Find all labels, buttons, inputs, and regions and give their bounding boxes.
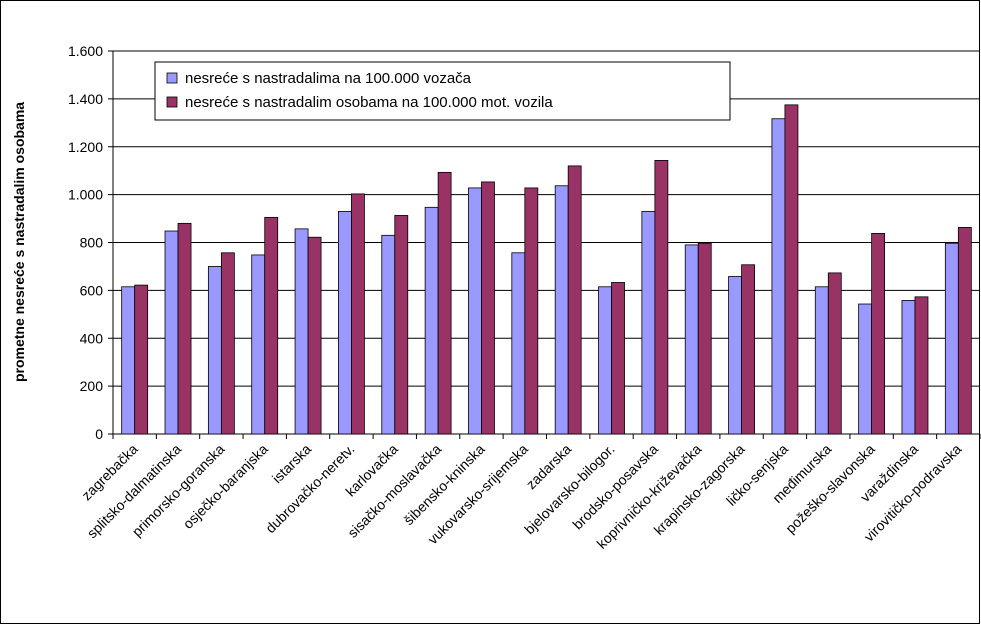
bar (134, 284, 149, 435)
y-axis-label: prometne nesreće s nastradalim osobama (11, 102, 27, 382)
bar (351, 193, 365, 435)
bar (338, 210, 352, 435)
y-tick-label: 400 (80, 330, 104, 346)
y-tick-label: 1.400 (68, 91, 103, 107)
legend-label: nesreće s nastradalim osobama na 100.000… (185, 94, 553, 111)
bar (468, 187, 482, 435)
bar (394, 215, 409, 435)
bar (654, 159, 669, 435)
y-tick-label: 800 (80, 235, 104, 251)
y-tick-label: 1.200 (68, 139, 103, 155)
bar (771, 118, 786, 435)
y-tick-label: 200 (80, 378, 104, 394)
bar (424, 206, 439, 435)
bar (598, 286, 612, 435)
bar (164, 230, 179, 435)
bar (858, 303, 873, 435)
bar (611, 282, 625, 435)
bar (567, 165, 582, 435)
bar (251, 254, 266, 435)
bar (381, 234, 396, 435)
bar (554, 185, 569, 435)
bar (684, 244, 699, 435)
bar (511, 252, 526, 435)
y-tick-label: 600 (80, 282, 104, 298)
bar (524, 187, 539, 435)
bar (207, 266, 222, 435)
y-tick-label: 0 (95, 426, 103, 442)
bar (944, 242, 959, 435)
bar (437, 171, 452, 435)
bar (871, 233, 886, 435)
bar (294, 228, 309, 435)
legend-swatch (166, 72, 178, 84)
bar (697, 242, 712, 435)
bar (264, 216, 279, 435)
bar (307, 236, 322, 435)
legend-box (154, 61, 731, 121)
legend-swatch (166, 96, 178, 108)
y-tick-label: 1.600 (68, 43, 103, 59)
bar (827, 272, 842, 435)
bar (901, 300, 916, 435)
bar (481, 181, 495, 435)
legend-label: nesreće s nastradalima na 100.000 vozača (185, 70, 472, 87)
bar (914, 296, 929, 435)
bar (741, 264, 755, 435)
bar (121, 286, 136, 435)
bar (957, 227, 972, 435)
bar (220, 252, 235, 435)
bar (728, 276, 742, 435)
y-tick-label: 1.000 (68, 187, 103, 203)
bar (177, 222, 192, 435)
bar (641, 210, 656, 435)
bar (814, 286, 829, 435)
bar (784, 104, 799, 435)
